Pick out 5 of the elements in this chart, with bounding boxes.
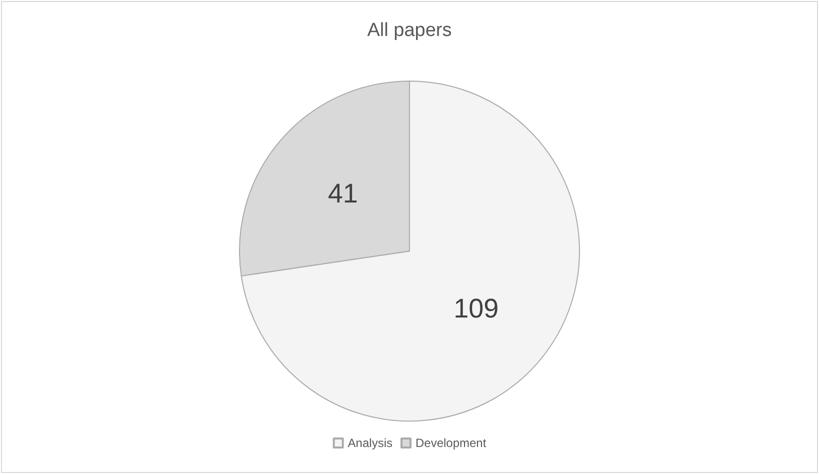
data-label: 109 <box>454 294 499 324</box>
legend-label: Analysis <box>348 436 392 450</box>
data-label: 41 <box>328 178 358 209</box>
chart-title: All papers <box>367 20 452 41</box>
legend-label: Development <box>415 436 487 450</box>
